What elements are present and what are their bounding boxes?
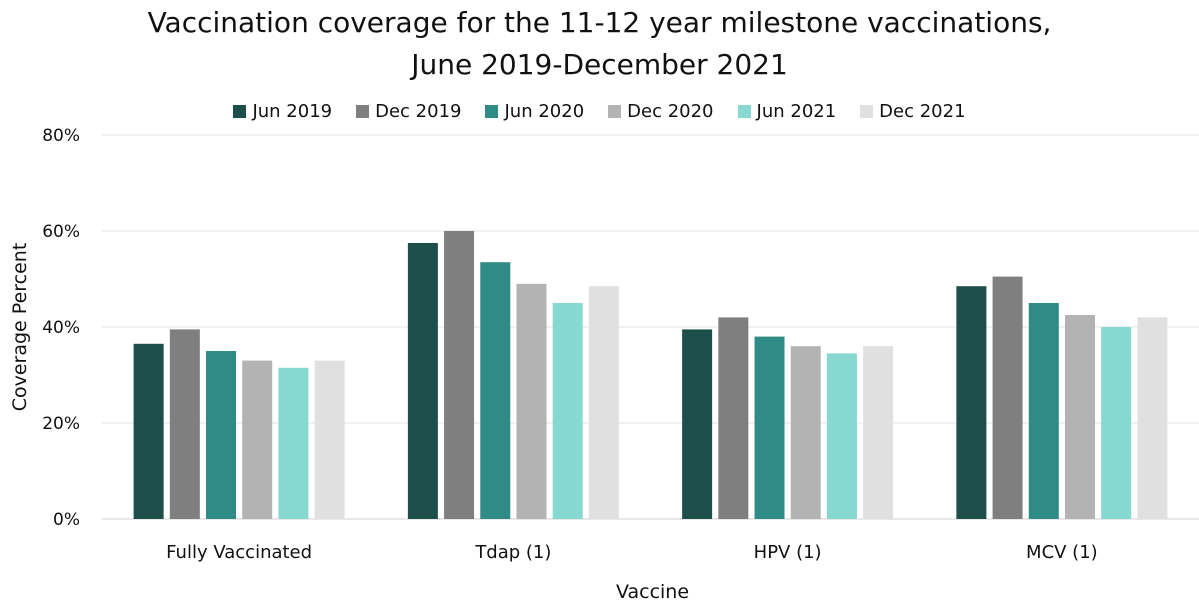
legend-swatch <box>608 105 622 118</box>
x-axis-title: Vaccine <box>616 581 689 603</box>
bar <box>278 367 309 519</box>
bar <box>718 317 749 519</box>
bar <box>169 329 200 519</box>
y-tick-label: 0% <box>53 510 80 530</box>
legend-label: Jun 2021 <box>756 101 837 122</box>
bar <box>314 360 345 519</box>
y-tick-label: 40% <box>42 318 80 338</box>
y-tick-label: 20% <box>42 414 80 434</box>
y-axis-title: Coverage Percent <box>9 243 31 412</box>
bar <box>516 283 547 519</box>
bar <box>1137 317 1168 519</box>
bar <box>133 343 164 519</box>
legend-item: Jun 2021 <box>737 101 837 122</box>
bar <box>863 346 894 519</box>
bar <box>407 243 438 519</box>
legend-label: Dec 2021 <box>879 101 966 122</box>
bar <box>242 360 273 519</box>
bar <box>992 276 1023 519</box>
legend-swatch <box>737 105 751 118</box>
bar <box>826 353 857 519</box>
legend-swatch <box>485 105 499 118</box>
bar <box>754 336 785 519</box>
chart-subtitle: June 2019-December 2021 <box>411 48 788 81</box>
bar <box>1101 327 1132 519</box>
x-tick-label: Fully Vaccinated <box>166 542 312 563</box>
legend-swatch <box>356 105 370 118</box>
bar <box>444 231 475 519</box>
legend-label: Dec 2019 <box>375 101 462 122</box>
x-tick-label: MCV (1) <box>1026 542 1098 563</box>
x-tick-label: HPV (1) <box>754 542 822 563</box>
bar <box>552 303 583 519</box>
x-tick-label: Tdap (1) <box>474 542 551 563</box>
legend-item: Dec 2021 <box>860 101 966 122</box>
bar <box>956 286 987 519</box>
chart-title: Vaccination coverage for the 11-12 year … <box>147 6 1052 39</box>
legend-item: Jun 2019 <box>233 101 332 122</box>
legend-label: Jun 2020 <box>504 101 585 122</box>
legend-item: Dec 2020 <box>608 101 714 122</box>
legend-label: Jun 2019 <box>252 101 333 122</box>
y-tick-label: 80% <box>42 126 80 146</box>
bar <box>790 346 821 519</box>
chart-legend: Jun 2019 Dec 2019 Jun 2020 Dec 2020 Jun 2021… <box>0 101 1199 122</box>
bar <box>682 329 713 519</box>
bar <box>206 351 237 519</box>
bar <box>480 262 511 519</box>
y-tick-label: 60% <box>42 222 80 242</box>
bar <box>588 286 619 519</box>
legend-item: Dec 2019 <box>356 101 461 122</box>
bar <box>1064 315 1095 519</box>
legend-swatch <box>860 105 874 118</box>
legend-swatch <box>233 105 247 118</box>
legend-label: Dec 2020 <box>627 101 714 122</box>
bar <box>1028 303 1059 519</box>
legend-item: Jun 2020 <box>485 101 584 122</box>
